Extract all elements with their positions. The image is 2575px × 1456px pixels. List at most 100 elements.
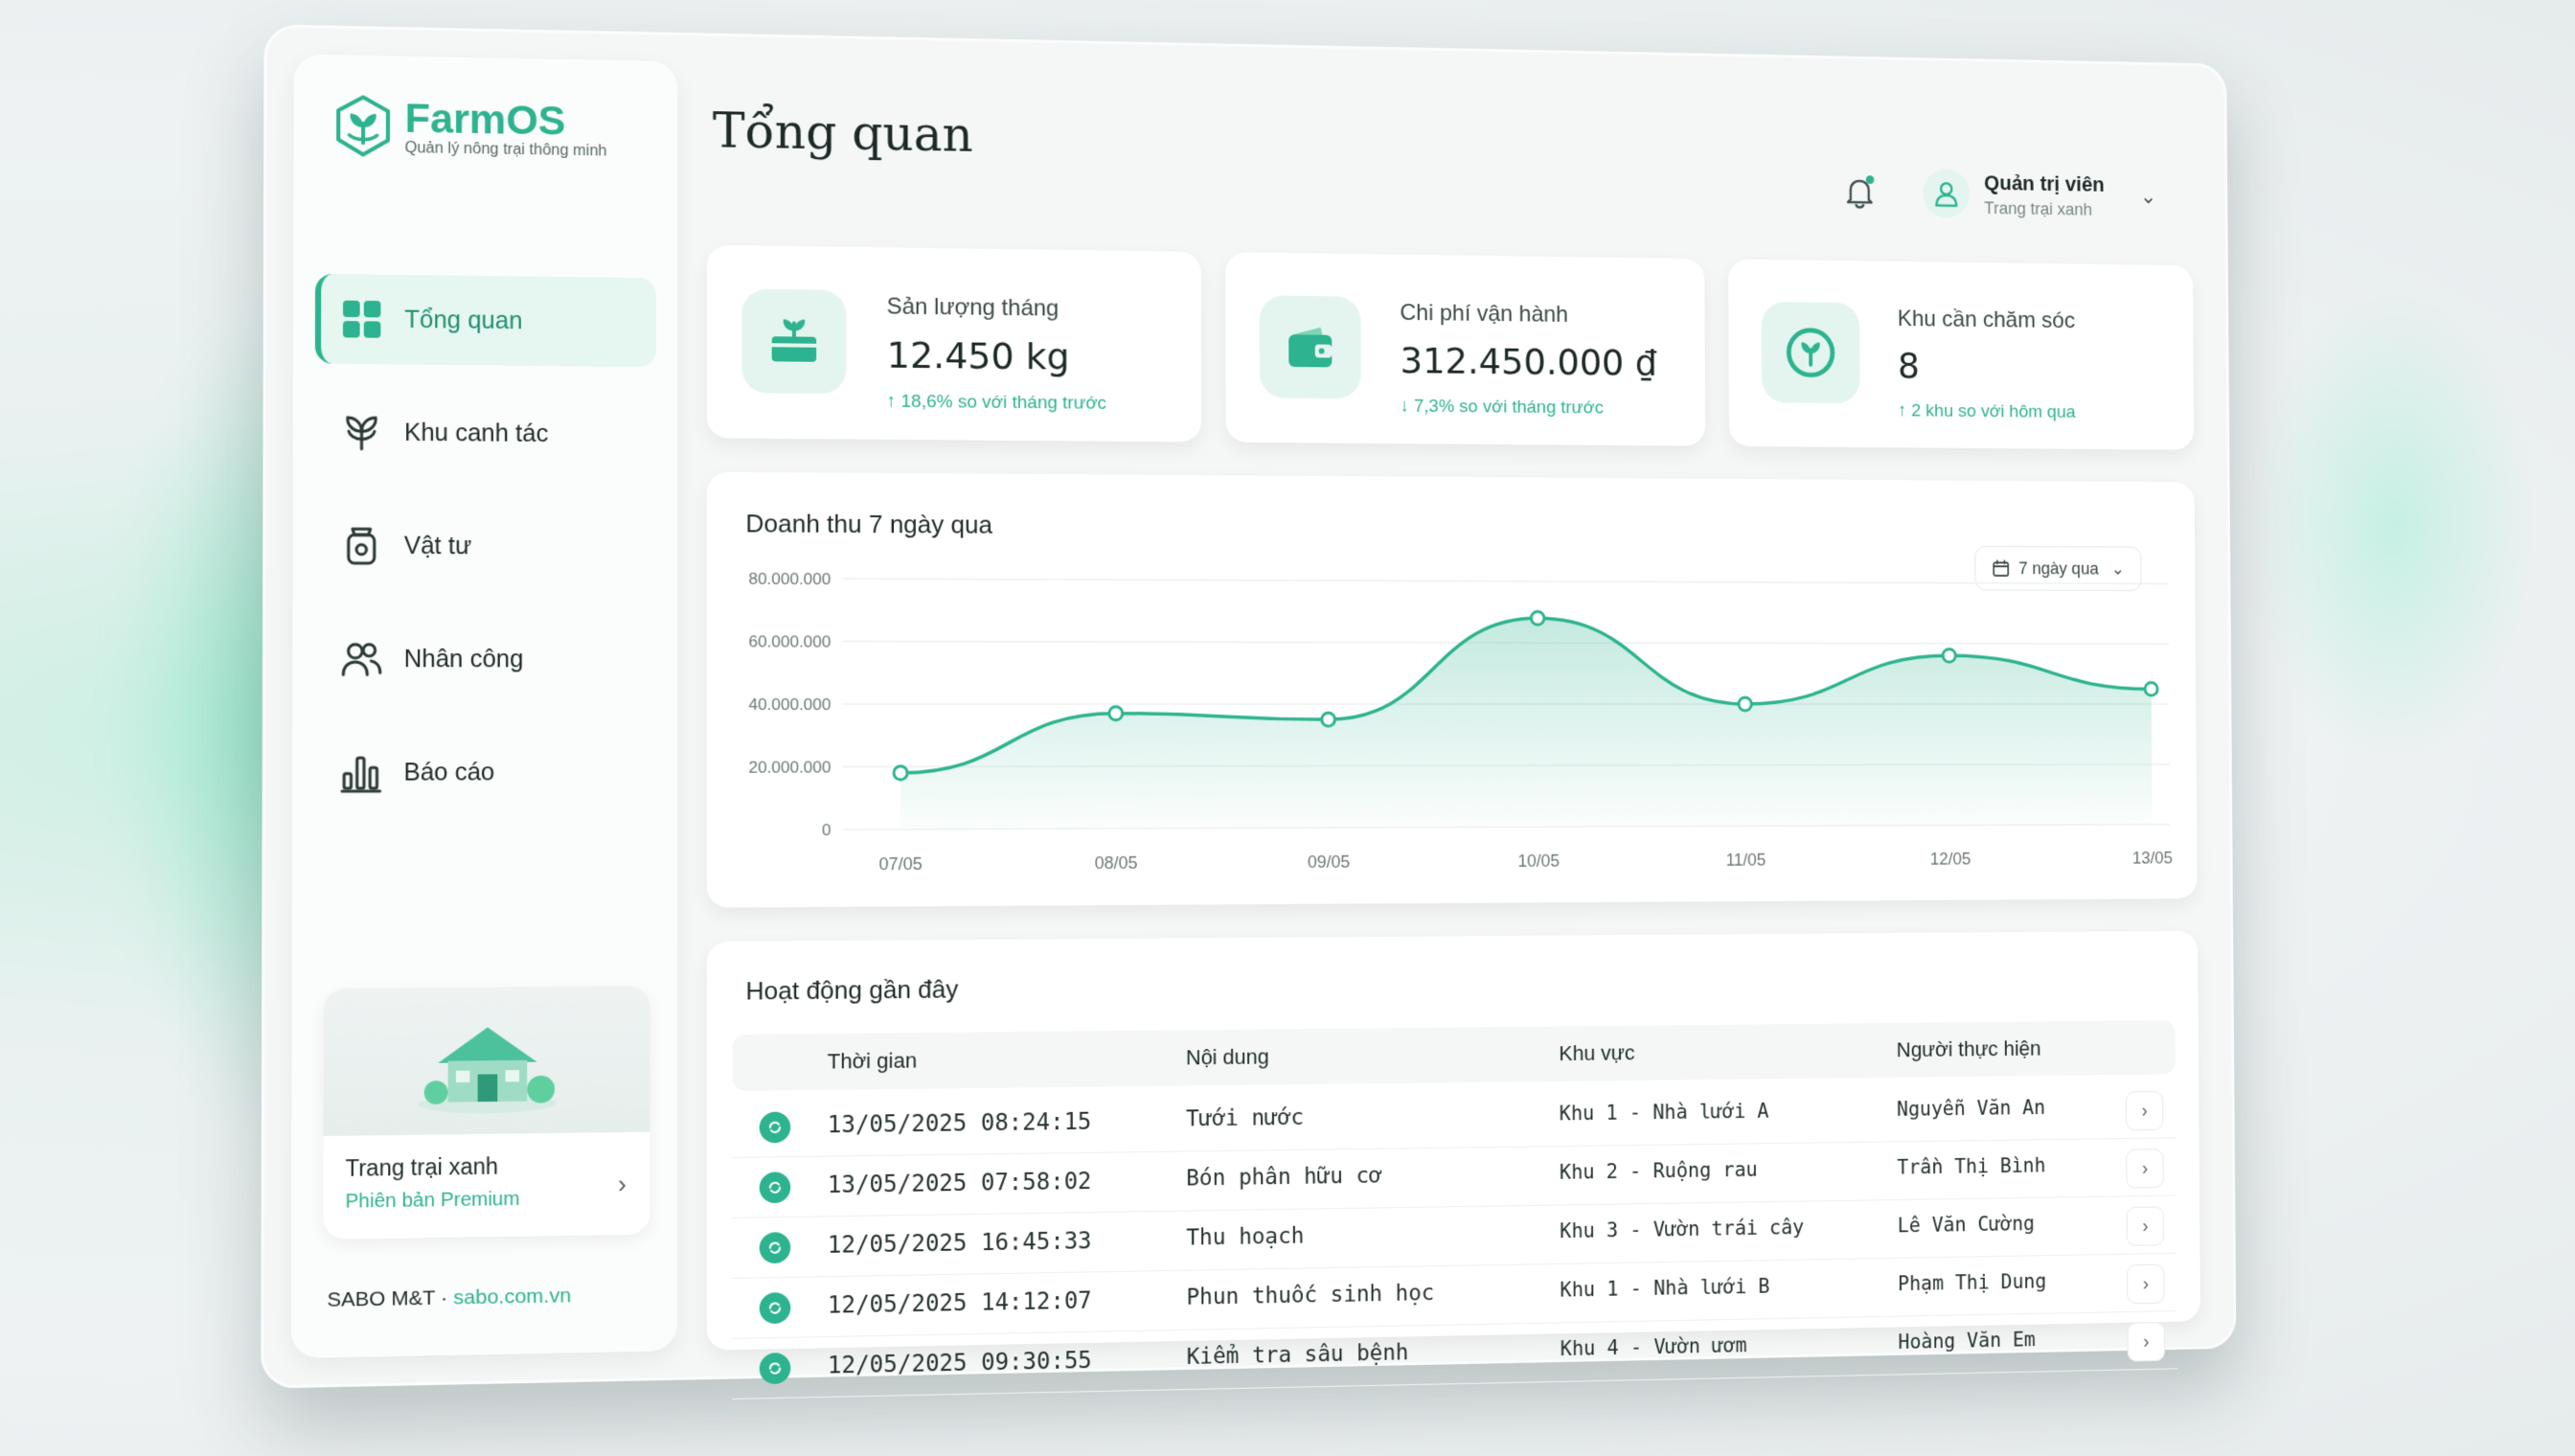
chevron-right-icon[interactable]: › [618,1170,627,1200]
cell-time: 13/05/2025 07:58:02 [828,1168,1092,1198]
cell-area: Khu 3 - Vườn trái cây [1560,1216,1804,1242]
refresh-icon [766,1239,784,1257]
stat-value: 12.450 kg [887,334,1070,378]
x-tick-label: 11/05 [1726,851,1766,870]
cell-time: 12/05/2025 14:12:07 [828,1286,1092,1318]
cell-person: Lê Văn Cường [1898,1212,2035,1237]
row-chevron-right-icon[interactable]: › [2127,1264,2165,1305]
user-info[interactable]: Quản trị viên Trang trại xanh [1984,171,2105,219]
activity-status-icon [760,1112,790,1144]
sidebar-item-label: Tổng quan [404,306,522,335]
x-tick-label: 07/05 [879,854,923,874]
sidebar-item-label: Khu canh tác [404,419,548,448]
background-glow-right [2249,287,2537,766]
page-title: Tổng quan [713,102,973,163]
cell-person: Nguyễn Văn An [1897,1096,2045,1120]
user-icon [1932,178,1961,208]
cell-content: Kiểm tra sâu bệnh [1187,1340,1409,1370]
cell-content: Thu hoạch [1186,1224,1304,1251]
notification-button[interactable] [1841,173,1878,211]
house-illustration-icon [408,1001,566,1120]
row-chevron-right-icon[interactable]: › [2127,1206,2164,1245]
data-point[interactable] [1322,713,1335,726]
activity-status-icon [760,1353,791,1384]
sidebar-item-label: Nhân công [404,645,524,673]
avatar[interactable] [1923,169,1970,217]
farm-card[interactable]: Trang trại xanh Phiên bản Premium › [323,986,649,1240]
data-point[interactable] [1943,649,1955,663]
activity-title: Hoạt động gần đây [745,974,958,1006]
row-chevron-right-icon[interactable]: › [2126,1149,2163,1188]
plant-icon [341,412,383,453]
x-tick-label: 12/05 [1930,850,1971,869]
row-chevron-right-icon[interactable]: › [2128,1322,2166,1362]
data-point[interactable] [894,766,907,780]
cell-content: Bón phân hữu cơ [1186,1164,1382,1192]
stat-card-care-zones[interactable]: Khu cần chăm sóc 8 ↑ 2 khu so với hôm qu… [1728,260,2194,450]
sidebar-item-nhan-cong[interactable]: Nhân công [314,614,656,704]
cell-area: Khu 4 - Vườn ươm [1561,1333,1747,1360]
stat-card-production[interactable]: Sản lượng tháng 12.450 kg ↑ 18,6% so với… [707,245,1201,443]
data-point[interactable] [2145,683,2157,696]
data-point[interactable] [1109,707,1123,720]
sidebar-item-vat-tu[interactable]: Vật tư [314,500,655,591]
header-actions: Quản trị viên Trang trại xanh ⌄ [1841,168,2156,221]
sidebar-item-bao-cao[interactable]: Báo cáo [314,727,656,817]
y-tick-label: 0 [822,820,832,839]
sidebar-item-label: Vật tư [404,532,471,560]
leaf-target-icon [1783,324,1839,382]
refresh-icon [766,1179,784,1197]
cell-content: Phun thuốc sinh học [1186,1281,1434,1310]
stat-delta: ↑ 2 khu so với hôm qua [1898,401,2075,423]
sidebar: FarmOS Quản lý nông trại thông minh Tổng… [291,54,678,1358]
column-header-time[interactable]: Thời gian [828,1048,918,1074]
column-header-area[interactable]: Khu vực [1559,1041,1634,1067]
cell-content: Tưới nước [1186,1105,1304,1132]
main-content: Tổng quan Quản trị viên Trang trại xanh … [707,62,2200,1351]
stat-card-cost[interactable]: Chi phí vận hành 312.450.000 ₫ ↓ 7,3% so… [1225,252,1705,445]
refresh-icon [766,1359,784,1377]
stat-label: Chi phí vận hành [1400,300,1568,329]
sidebar-item-khu-canh-tac[interactable]: Khu canh tác [315,387,656,479]
revenue-area-fill [900,617,2153,830]
stat-label: Sản lượng tháng [887,293,1060,322]
cell-person: Phạm Thị Dung [1898,1270,2046,1295]
farm-plan: Phiên bản Premium [345,1189,519,1214]
revenue-area-chart: 80.000.000 60.000.000 40.000.000 20.000.000… [707,472,2198,908]
brand-tagline: Quản lý nông trại thông minh [405,140,607,161]
y-tick-label: 40.000.000 [748,694,831,714]
chevron-down-icon[interactable]: ⌄ [2140,185,2156,209]
cell-area: Khu 2 - Ruộng rau [1560,1158,1758,1184]
harvest-box-icon [766,313,823,370]
footer-separator: · [435,1286,453,1309]
activity-rows: 13/05/2025 08:24:15 Tưới nước Khu 1 - Nhà … [707,931,2198,942]
data-point[interactable] [1531,611,1544,625]
cell-time: 13/05/2025 08:24:15 [828,1108,1092,1139]
row-chevron-right-icon[interactable]: › [2126,1091,2163,1130]
activity-status-icon [760,1292,791,1324]
column-header-content[interactable]: Nội dung [1186,1044,1269,1070]
company-name: SABO M&T [327,1286,435,1311]
activity-card: Hoạt động gần đây Thời gian Nội dung Khu… [707,931,2200,1351]
brand-logo[interactable]: FarmOS Quản lý nông trại thông minh [333,94,607,163]
data-point[interactable] [1739,697,1751,711]
refresh-icon [766,1119,784,1136]
column-header-person[interactable]: Người thực hiện [1897,1036,2041,1062]
grid-line [843,579,2169,583]
revenue-chart-card: Doanh thu 7 ngày qua 7 ngày qua ⌄ 80.000… [707,472,2198,908]
sidebar-item-tong-quan[interactable]: Tổng quan [315,274,656,367]
cell-time: 12/05/2025 16:45:33 [828,1227,1092,1259]
notification-dot [1866,175,1875,184]
activity-status-icon [760,1232,791,1263]
x-tick-label: 09/05 [1308,853,1350,872]
y-tick-label: 60.000.000 [748,631,831,650]
people-icon [340,639,382,680]
cell-person: Trần Thị Bình [1897,1154,2045,1179]
brand-name: FarmOS [405,97,607,143]
company-link[interactable]: sabo.com.vn [453,1285,571,1309]
y-tick-label: 20.000.000 [748,758,831,777]
stat-delta: ↑ 18,6% so với tháng trước [887,392,1106,415]
stat-delta: ↓ 7,3% so với tháng trước [1401,397,1604,420]
sack-icon [340,525,382,566]
farm-illustration [324,986,650,1136]
